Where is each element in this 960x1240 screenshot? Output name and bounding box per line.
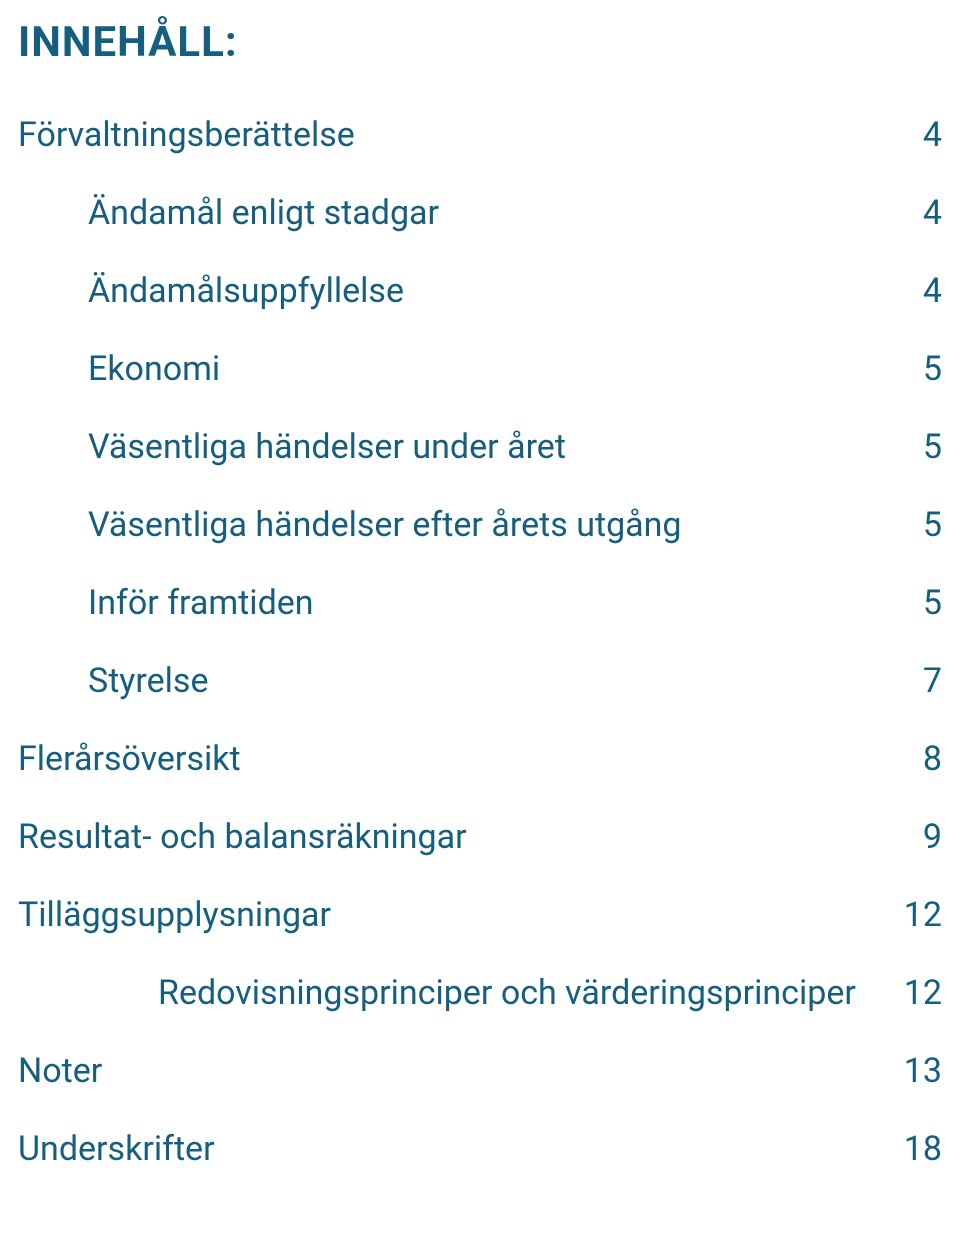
- toc-entry-page: 4: [923, 271, 942, 311]
- toc-entry-label: Resultat- och balansräkningar: [18, 817, 467, 857]
- toc-entry[interactable]: Inför framtiden 5: [18, 583, 942, 661]
- toc-entry-page: 18: [904, 1129, 942, 1169]
- toc-entry[interactable]: Redovisningsprinciper och värderingsprin…: [18, 973, 942, 1051]
- toc-entry-label: Noter: [18, 1051, 102, 1091]
- toc-entry-page: 5: [923, 583, 942, 623]
- toc-entry-label: Styrelse: [88, 661, 208, 701]
- toc-entry-page: 13: [904, 1051, 942, 1091]
- toc-entry-page: 4: [923, 115, 942, 155]
- toc-entry[interactable]: Underskrifter 18: [18, 1129, 942, 1207]
- toc-entry-page: 5: [923, 427, 942, 467]
- toc-list: Förvaltningsberättelse4Ändamål enligt st…: [18, 115, 942, 1207]
- toc-entry-label: Tilläggsupplysningar: [18, 895, 331, 935]
- toc-entry-page: 12: [904, 895, 942, 935]
- toc-entry[interactable]: Tilläggsupplysningar 12: [18, 895, 942, 973]
- toc-entry[interactable]: Ekonomi 5: [18, 349, 942, 427]
- toc-entry-label: Förvaltningsberättelse: [18, 115, 355, 155]
- toc-entry[interactable]: Noter 13: [18, 1051, 942, 1129]
- toc-entry-label: Flerårsöversikt: [18, 739, 241, 779]
- toc-entry-page: 9: [923, 817, 942, 857]
- toc-page: INNEHÅLL: Förvaltningsberättelse4Ändamål…: [0, 0, 960, 1207]
- toc-entry-label: Väsentliga händelser under året: [88, 427, 566, 467]
- toc-entry-label: Ändamål enligt stadgar: [88, 193, 439, 233]
- toc-entry[interactable]: Flerårsöversikt 8: [18, 739, 942, 817]
- toc-entry-label: Ekonomi: [88, 349, 220, 389]
- toc-entry[interactable]: Styrelse 7: [18, 661, 942, 739]
- toc-entry[interactable]: Förvaltningsberättelse 4: [18, 115, 942, 193]
- toc-entry-label: Väsentliga händelser efter årets utgång: [88, 505, 682, 545]
- toc-entry-page: 8: [923, 739, 942, 779]
- toc-entry[interactable]: Väsentliga händelser under året 5: [18, 427, 942, 505]
- toc-entry-page: 4: [923, 193, 942, 233]
- toc-entry-label: Underskrifter: [18, 1129, 215, 1169]
- toc-entry-page: 5: [923, 349, 942, 389]
- toc-entry[interactable]: Väsentliga händelser efter årets utgång 5: [18, 505, 942, 583]
- toc-entry-page: 7: [923, 661, 942, 701]
- toc-entry-label: Redovisningsprinciper och värderingsprin…: [158, 973, 856, 1013]
- toc-entry[interactable]: Resultat- och balansräkningar 9: [18, 817, 942, 895]
- toc-entry[interactable]: Ändamålsuppfyllelse 4: [18, 271, 942, 349]
- toc-entry[interactable]: Ändamål enligt stadgar 4: [18, 193, 942, 271]
- toc-entry-page: 12: [904, 973, 942, 1013]
- toc-entry-page: 5: [923, 505, 942, 545]
- toc-entry-label: Ändamålsuppfyllelse: [88, 271, 404, 311]
- toc-heading: INNEHÅLL:: [18, 18, 942, 67]
- toc-entry-label: Inför framtiden: [88, 583, 314, 623]
